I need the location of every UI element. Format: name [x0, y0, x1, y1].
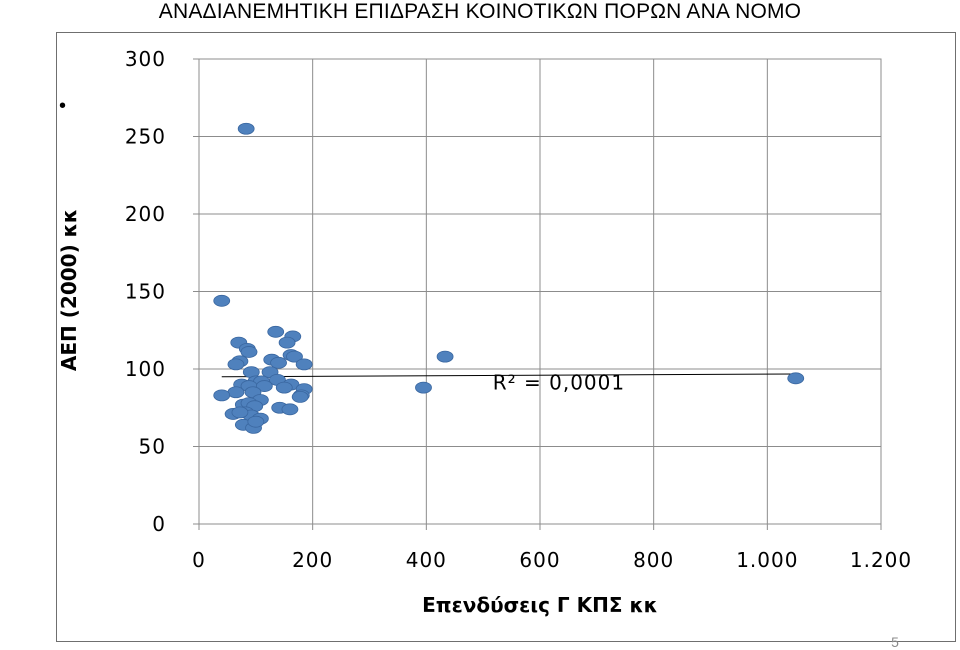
data-point — [255, 380, 273, 392]
data-point — [295, 358, 313, 371]
plot-area-border — [198, 58, 882, 525]
chart-grid — [193, 58, 882, 530]
data-point — [247, 415, 265, 428]
data-point — [291, 390, 309, 403]
y-tick-label: 50 — [139, 435, 166, 459]
y-tick-label: 100 — [125, 357, 166, 381]
data-point — [267, 325, 285, 338]
data-point — [237, 122, 255, 135]
slide-title: ΑΝΑΔΙΑΝΕΜΗΤΙΚΗ ΕΠΙΔΡΑΣΗ ΚΟΙΝΟΤΙΚΩΝ ΠΟΡΩΝ… — [158, 0, 802, 23]
x-tick-label: 1.200 — [850, 548, 912, 572]
data-point — [270, 356, 287, 369]
data-point — [213, 294, 231, 307]
r-squared-label: R² = 0,0001 — [493, 371, 625, 395]
data-point — [436, 350, 454, 363]
bullet-marker: • — [59, 95, 67, 117]
data-point — [227, 386, 245, 399]
y-tick-label: 250 — [125, 125, 166, 149]
y-tick-label: 200 — [125, 202, 166, 226]
y-axis-label: ΑΕΠ (2000) κκ — [57, 209, 81, 371]
data-point — [213, 389, 231, 402]
x-axis-ticks: 0 200 400 600 800 1.000 1.200 — [192, 548, 912, 572]
page-number: 5 — [891, 634, 899, 650]
data-point — [286, 350, 303, 363]
data-point — [227, 358, 245, 371]
y-tick-label: 150 — [125, 280, 166, 304]
data-point — [415, 381, 432, 394]
x-tick-label: 200 — [292, 548, 333, 572]
y-tick-label: 300 — [125, 47, 166, 71]
x-tick-label: 0 — [192, 548, 206, 572]
y-tick-label: 0 — [152, 512, 166, 536]
data-point — [240, 346, 258, 358]
trendline — [221, 373, 796, 378]
x-tick-label: 600 — [519, 548, 560, 572]
chart-frame — [56, 32, 956, 642]
x-tick-label: 1.000 — [736, 548, 798, 572]
data-point — [278, 336, 296, 349]
y-axis-ticks: 0 50 100 150 200 250 300 — [125, 47, 166, 536]
data-point — [281, 403, 299, 416]
x-tick-label: 400 — [406, 548, 447, 572]
data-point — [231, 406, 249, 419]
data-points — [213, 122, 805, 434]
x-axis-label: Επενδύσεις Γ ΚΠΣ κκ — [422, 593, 658, 617]
data-point — [275, 381, 293, 394]
x-tick-label: 800 — [633, 548, 674, 572]
data-point — [787, 372, 805, 385]
trendline-group — [221, 373, 796, 378]
